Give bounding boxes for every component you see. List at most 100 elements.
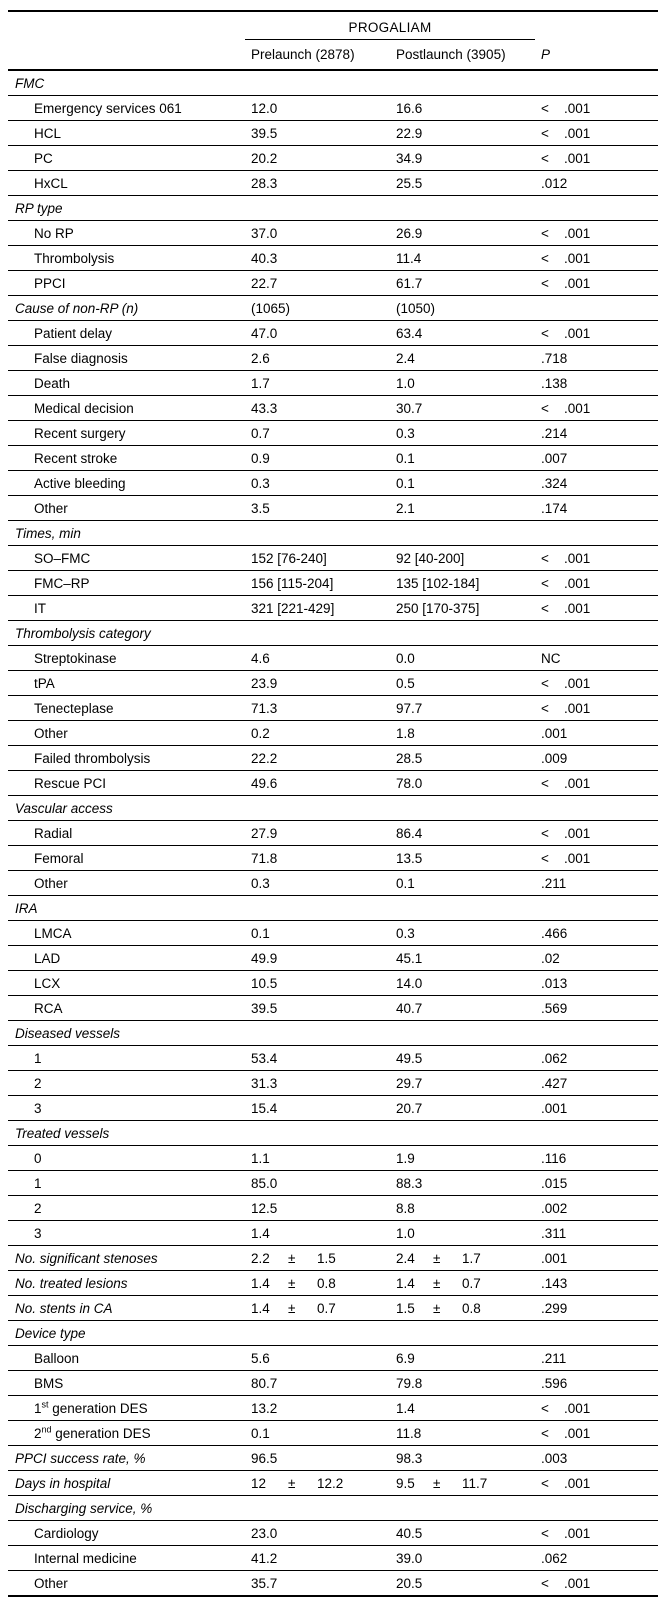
section-row: No. treated lesions 1.4 ±0.8 1.4 ±0.7 .143 (8, 1270, 658, 1296)
section-row: Vascular access (8, 795, 658, 821)
prelaunch-value-cell: 22.2 (245, 745, 390, 771)
prelaunch-value-cell: 23.0 (245, 1520, 390, 1546)
row-label: Recent surgery (8, 420, 245, 446)
row-label: IT (8, 595, 245, 621)
p-value-cell: < .001 (535, 1520, 658, 1546)
postlaunch-value-cell: 1.9 (390, 1145, 535, 1171)
row-label: 0 (8, 1145, 245, 1171)
p-value-cell: < .001 (535, 545, 658, 571)
section-row: No. significant stenoses 2.2 ±1.5 2.4 ±1.7 .0… (8, 1245, 658, 1271)
row-label: FMC–RP (8, 570, 245, 596)
prelaunch-value-cell: 1.1 (245, 1145, 390, 1171)
table-row: Tenecteplase 71.3 97.7 < .001 (8, 695, 658, 721)
table-row: Emergency services 061 12.0 16.6 < .001 (8, 95, 658, 121)
postlaunch-value-cell (390, 520, 535, 546)
row-label: Medical decision (8, 395, 245, 421)
prelaunch-value-cell (245, 1320, 390, 1346)
table-row: IT 321 [221-429] 250 [170-375] < .001 (8, 595, 658, 621)
progaliam-table: PROGALIAM Prelaunch (2878) Postlaunch (3… (8, 10, 658, 1597)
row-label: Thrombolysis category (8, 620, 245, 646)
p-value-cell (535, 1495, 658, 1521)
postlaunch-value-cell: 45.1 (390, 945, 535, 971)
row-label: Death (8, 370, 245, 396)
postlaunch-value-cell (390, 1320, 535, 1346)
p-value-cell: .001 (535, 1095, 658, 1121)
postlaunch-value-cell: 63.4 (390, 320, 535, 346)
prelaunch-value-cell: 71.8 (245, 845, 390, 871)
postlaunch-value-cell: 13.5 (390, 845, 535, 871)
row-label: Patient delay (8, 320, 245, 346)
less-than-sign: < (541, 225, 549, 241)
p-value-cell (535, 69, 658, 96)
prelaunch-value-cell: 0.9 (245, 445, 390, 471)
value-part: ± (433, 1300, 441, 1316)
row-label: Active bleeding (8, 470, 245, 496)
section-row: IRA (8, 895, 658, 921)
less-than-sign: < (541, 250, 549, 266)
row-label: Streptokinase (8, 645, 245, 671)
table-row: LMCA 0.1 0.3.466 (8, 920, 658, 946)
column-header-label (8, 39, 245, 71)
p-value-cell: .211 (535, 870, 658, 896)
table-row: Patient delay 47.0 63.4 < .001 (8, 320, 658, 346)
postlaunch-value-cell: 2.4 ±1.7 (390, 1245, 535, 1271)
postlaunch-value-cell: 29.7 (390, 1070, 535, 1096)
row-label: Cause of non-RP (n) (8, 295, 245, 321)
prelaunch-value-cell: 23.9 (245, 670, 390, 696)
prelaunch-value-cell (245, 620, 390, 646)
postlaunch-value-cell: 49.5 (390, 1045, 535, 1071)
prelaunch-value-cell: 27.9 (245, 820, 390, 846)
p-value-cell: .003 (535, 1445, 658, 1471)
table-row: HCL 39.5 22.9 < .001 (8, 120, 658, 146)
table-row: 3 15.4 20.7.001 (8, 1095, 658, 1121)
table-row: Recent stroke 0.9 0.1.007 (8, 445, 658, 471)
p-value-cell: NC (535, 645, 658, 671)
prelaunch-value-cell (245, 1020, 390, 1046)
prelaunch-value-cell: 39.5 (245, 120, 390, 146)
p-value-cell: < .001 (535, 1420, 658, 1446)
row-label: Days in hospital (8, 1470, 245, 1496)
prelaunch-value-cell: 5.6 (245, 1345, 390, 1371)
postlaunch-value-cell: 97.7 (390, 695, 535, 721)
prelaunch-value-cell: 1.7 (245, 370, 390, 396)
p-value-cell: < .001 (535, 820, 658, 846)
p-value-cell: .062 (535, 1545, 658, 1571)
postlaunch-value-cell: 0.0 (390, 645, 535, 671)
prelaunch-value-cell: 85.0 (245, 1170, 390, 1196)
p-value-cell: .02 (535, 945, 658, 971)
postlaunch-value-cell (390, 1495, 535, 1521)
postlaunch-value-cell: 0.1 (390, 470, 535, 496)
prelaunch-value-cell: 96.5 (245, 1445, 390, 1471)
postlaunch-value-cell: 0.1 (390, 870, 535, 896)
value-part: 12 (251, 1475, 267, 1491)
postlaunch-value-cell: 0.5 (390, 670, 535, 696)
row-label: HCL (8, 120, 245, 146)
prelaunch-value-cell: 37.0 (245, 220, 390, 246)
p-value-cell: .013 (535, 970, 658, 996)
p-value-cell: .214 (535, 420, 658, 446)
less-than-sign: < (541, 150, 549, 166)
row-label: No. treated lesions (8, 1270, 245, 1296)
row-label: Thrombolysis (8, 245, 245, 271)
prelaunch-value-cell: 28.3 (245, 170, 390, 196)
group-header-spacer-left (8, 10, 245, 40)
p-value-cell: < .001 (535, 845, 658, 871)
row-label: Internal medicine (8, 1545, 245, 1571)
prelaunch-value-cell (245, 795, 390, 821)
section-row: Times, min (8, 520, 658, 546)
group-header-spacer-right (535, 10, 658, 40)
p-value-cell: < .001 (535, 1470, 658, 1496)
p-value-cell: .596 (535, 1370, 658, 1396)
row-label: Recent stroke (8, 445, 245, 471)
less-than-sign: < (541, 1475, 549, 1491)
row-label: Rescue PCI (8, 770, 245, 796)
p-value-cell: .311 (535, 1220, 658, 1246)
section-row: Diseased vessels (8, 1020, 658, 1046)
prelaunch-value-cell: 0.2 (245, 720, 390, 746)
prelaunch-value-cell: 39.5 (245, 995, 390, 1021)
postlaunch-value-cell: 20.5 (390, 1570, 535, 1597)
row-label: Treated vessels (8, 1120, 245, 1146)
postlaunch-value-cell: 30.7 (390, 395, 535, 421)
p-value-cell: .001 (535, 1245, 658, 1271)
postlaunch-value-cell: 25.5 (390, 170, 535, 196)
